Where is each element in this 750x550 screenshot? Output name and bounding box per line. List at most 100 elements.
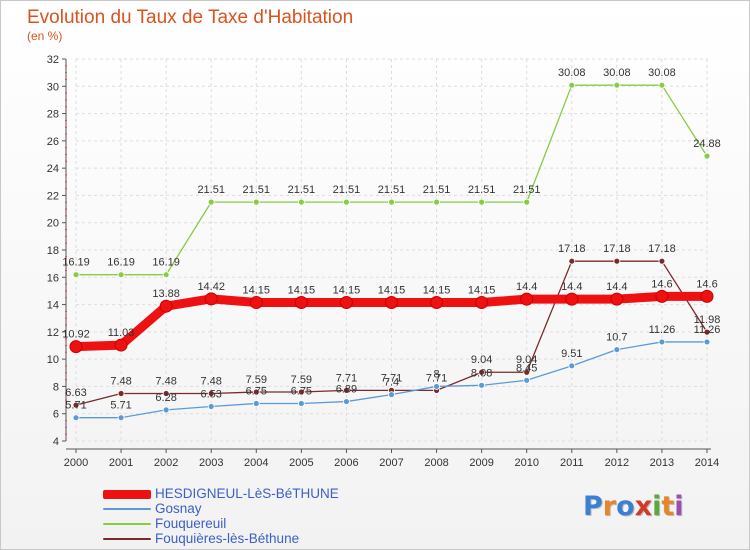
data-point [69,340,83,354]
y-tick-label: 24 [47,163,59,175]
data-point [294,296,308,310]
data-label: 7.4 [384,377,399,389]
data-label: 14.15 [333,285,361,297]
data-point [568,81,576,89]
data-label: 14.42 [197,281,225,293]
x-tick-label: 2002 [154,457,178,469]
logo-letter: t [661,491,675,522]
data-point [520,292,534,306]
x-tick-label: 2001 [109,457,133,469]
data-label: 21.51 [333,184,361,196]
data-point [388,198,395,206]
data-point [430,296,444,310]
legend-swatch [103,538,151,540]
data-point [703,328,711,336]
logo-letter: r [602,491,617,522]
data-label: 14.15 [288,285,316,297]
data-label: 21.51 [513,184,541,196]
chart-title: Evolution du Taux de Taxe d'Habitation [27,7,354,28]
x-tick-label: 2014 [695,457,719,469]
data-point [610,292,624,306]
legend-label: HESDIGNEUL-LèS-BéTHUNE [155,486,339,501]
y-tick-label: 18 [47,245,59,257]
x-tick-label: 2003 [199,457,223,469]
data-point [252,198,260,206]
data-point [207,198,215,206]
data-label: 6.63 [65,387,86,399]
data-label: 14.6 [696,278,717,290]
logo-letter: i [674,491,684,522]
data-label: 7.48 [110,376,131,388]
data-label: 8 [434,368,440,380]
y-tick-label: 16 [47,272,59,284]
x-tick-label: 2010 [514,457,538,469]
data-label: 14.15 [468,285,496,297]
data-label: 17.18 [648,243,676,255]
data-label: 11.26 [649,324,676,336]
x-tick-label: 2004 [244,457,268,469]
data-point [297,198,305,206]
data-label: 21.51 [243,184,271,196]
data-label: 7.59 [246,374,267,386]
data-point [207,390,215,397]
data-label: 6.75 [291,385,312,397]
data-point [658,338,666,346]
data-point [433,198,440,206]
legend-swatch [103,490,151,499]
data-point [523,368,531,376]
data-point [613,81,621,89]
data-label: 11.03 [108,327,135,339]
data-label: 11.26 [694,324,721,336]
data-label: 7.59 [291,374,312,386]
legend-label: Fouquières-lès-Béthune [155,531,300,546]
data-label: 17.18 [603,243,631,255]
data-point [117,390,125,397]
legend-swatch [103,523,151,525]
data-label: 24.88 [693,138,721,150]
x-tick-label: 2005 [289,457,313,469]
y-tick-label: 4 [53,436,59,448]
data-label: 5.71 [110,400,131,412]
data-label: 9.51 [561,348,582,360]
data-label: 7.71 [426,372,447,384]
y-tick-label: 12 [47,327,59,339]
y-tick-label: 6 [53,409,59,421]
data-point [613,346,621,353]
data-label: 16.19 [62,257,90,269]
data-point [162,271,170,279]
data-label: 9.04 [516,354,537,366]
data-point [159,299,173,313]
data-point [343,386,350,394]
data-point [433,383,440,390]
data-point [700,289,714,303]
data-point [478,198,486,206]
data-label: 14.15 [378,285,406,297]
data-label: 21.51 [288,184,316,196]
data-point [478,368,486,376]
data-label: 21.51 [468,184,496,196]
chart-unit-label: (en %) [27,29,63,43]
data-point [207,403,215,410]
data-label: 21.51 [423,184,451,196]
data-point [658,81,666,89]
data-point [114,338,128,352]
data-label: 21.51 [378,184,406,196]
data-label: 10.7 [606,332,627,344]
data-point [343,198,350,206]
data-point [117,271,125,279]
data-label: 7.48 [155,376,176,388]
data-point [703,152,711,160]
data-point [703,338,711,346]
data-point [523,198,531,206]
y-tick-label: 22 [47,190,59,202]
x-tick-label: 2013 [650,457,674,469]
data-label: 30.08 [558,67,586,79]
data-label: 14.4 [516,281,537,293]
x-tick-label: 2011 [560,457,584,469]
legend-swatch [103,508,151,510]
data-point [72,414,80,422]
data-point [523,376,531,384]
data-label: 6.28 [155,392,176,404]
